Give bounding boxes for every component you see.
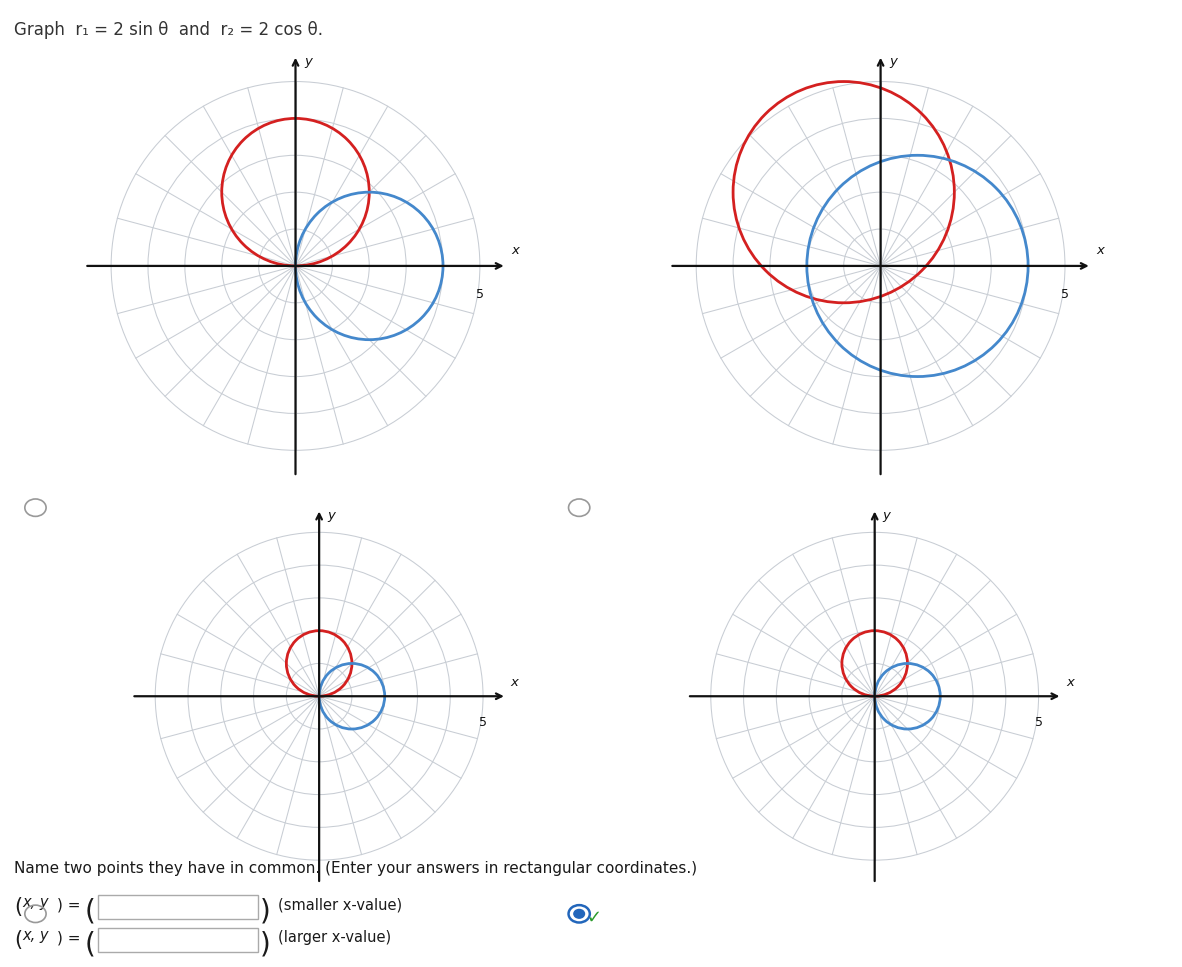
Text: (: ( [85, 897, 96, 925]
Text: x: x [1096, 245, 1104, 257]
Text: ✓: ✓ [586, 908, 600, 926]
Text: y: y [304, 55, 312, 68]
Text: (: ( [85, 930, 96, 958]
Text: 5: 5 [1034, 716, 1043, 728]
Text: y: y [889, 55, 897, 68]
Text: y: y [883, 509, 890, 521]
Text: (: ( [14, 930, 22, 951]
Text: x, y: x, y [22, 895, 48, 911]
Text: x: x [511, 676, 519, 689]
Text: ): ) [260, 897, 271, 925]
Text: 5: 5 [479, 716, 487, 728]
Text: Name two points they have in common. (Enter your answers in rectangular coordina: Name two points they have in common. (En… [14, 861, 697, 876]
Text: x, y: x, y [22, 928, 48, 944]
Text: y: y [327, 509, 335, 521]
Text: 5: 5 [1061, 288, 1069, 301]
Text: (: ( [14, 897, 22, 918]
Text: ): ) [260, 930, 271, 958]
Text: x: x [1066, 676, 1074, 689]
Text: ) =: ) = [57, 930, 80, 946]
Text: (smaller x-value): (smaller x-value) [278, 897, 402, 913]
Text: (larger x-value): (larger x-value) [278, 930, 391, 946]
Text: 5: 5 [476, 288, 483, 301]
Text: ) =: ) = [57, 897, 80, 913]
Text: Graph  r₁ = 2 sin θ  and  r₂ = 2 cos θ.: Graph r₁ = 2 sin θ and r₂ = 2 cos θ. [14, 21, 323, 40]
Text: x: x [511, 245, 519, 257]
